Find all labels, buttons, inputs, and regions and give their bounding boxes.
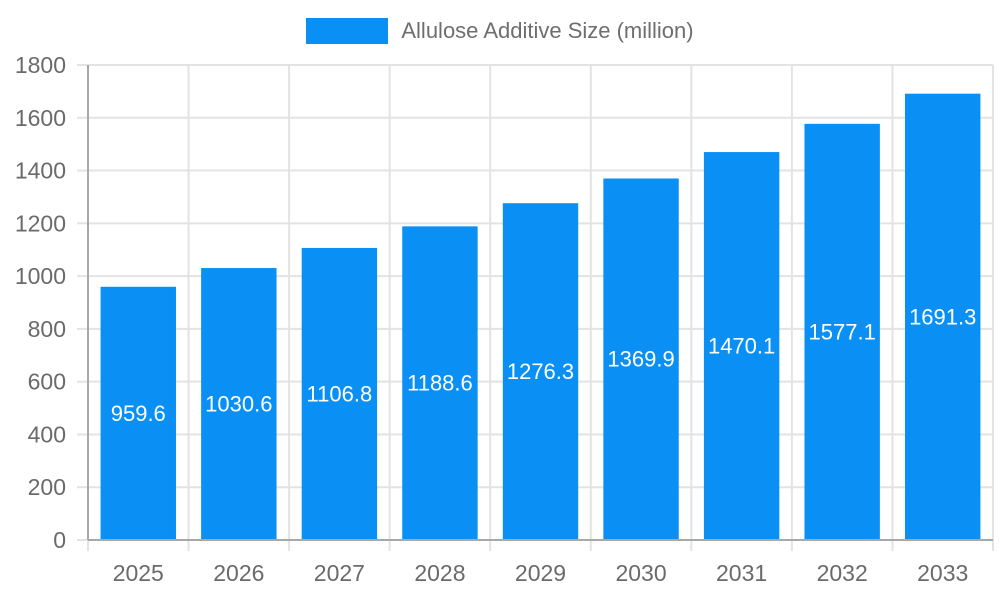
bar-value-label: 1030.6 (205, 392, 272, 417)
x-tick-label: 2028 (414, 560, 465, 586)
bar[interactable] (301, 247, 378, 540)
y-tick-label: 1400 (15, 158, 66, 184)
bar[interactable] (804, 123, 880, 540)
y-tick-label: 1200 (15, 210, 66, 236)
bar-value-label: 1577.1 (809, 319, 876, 344)
y-tick-label: 1000 (15, 263, 66, 289)
bar-value-label: 959.6 (111, 401, 166, 426)
y-tick-label: 0 (53, 527, 66, 553)
bar[interactable] (100, 286, 176, 540)
bar-value-label: 1369.9 (607, 347, 674, 372)
x-tick-label: 2025 (113, 560, 164, 586)
x-tick-label: 2030 (615, 560, 666, 586)
bar-value-label: 1106.8 (307, 381, 373, 406)
y-tick-label: 1600 (15, 105, 66, 131)
y-tick-label: 200 (28, 474, 66, 500)
legend-swatch[interactable] (306, 18, 389, 44)
x-tick-label: 2027 (314, 560, 365, 586)
bar[interactable] (502, 203, 579, 540)
x-tick-label: 2033 (917, 560, 968, 586)
bar-value-label: 1691.3 (909, 304, 976, 329)
bar[interactable] (201, 268, 277, 540)
bar[interactable] (905, 93, 981, 540)
bar[interactable] (703, 152, 780, 540)
bar-value-label: 1188.6 (407, 371, 473, 396)
bar-value-label: 1276.3 (507, 359, 574, 384)
x-tick-label: 2029 (515, 560, 566, 586)
bar[interactable] (402, 226, 478, 540)
x-tick-label: 2031 (716, 560, 767, 586)
y-tick-label: 1800 (15, 52, 66, 78)
y-tick-label: 600 (28, 369, 66, 395)
y-tick-label: 800 (28, 316, 66, 342)
x-tick-label: 2026 (213, 560, 264, 586)
legend[interactable]: Allulose Additive Size (million) (0, 16, 1000, 46)
bar-value-label: 1470.1 (708, 334, 775, 359)
bar[interactable] (603, 178, 679, 541)
y-tick-label: 400 (28, 421, 66, 447)
legend-label: Allulose Additive Size (million) (401, 18, 694, 43)
x-tick-label: 2032 (817, 560, 868, 586)
